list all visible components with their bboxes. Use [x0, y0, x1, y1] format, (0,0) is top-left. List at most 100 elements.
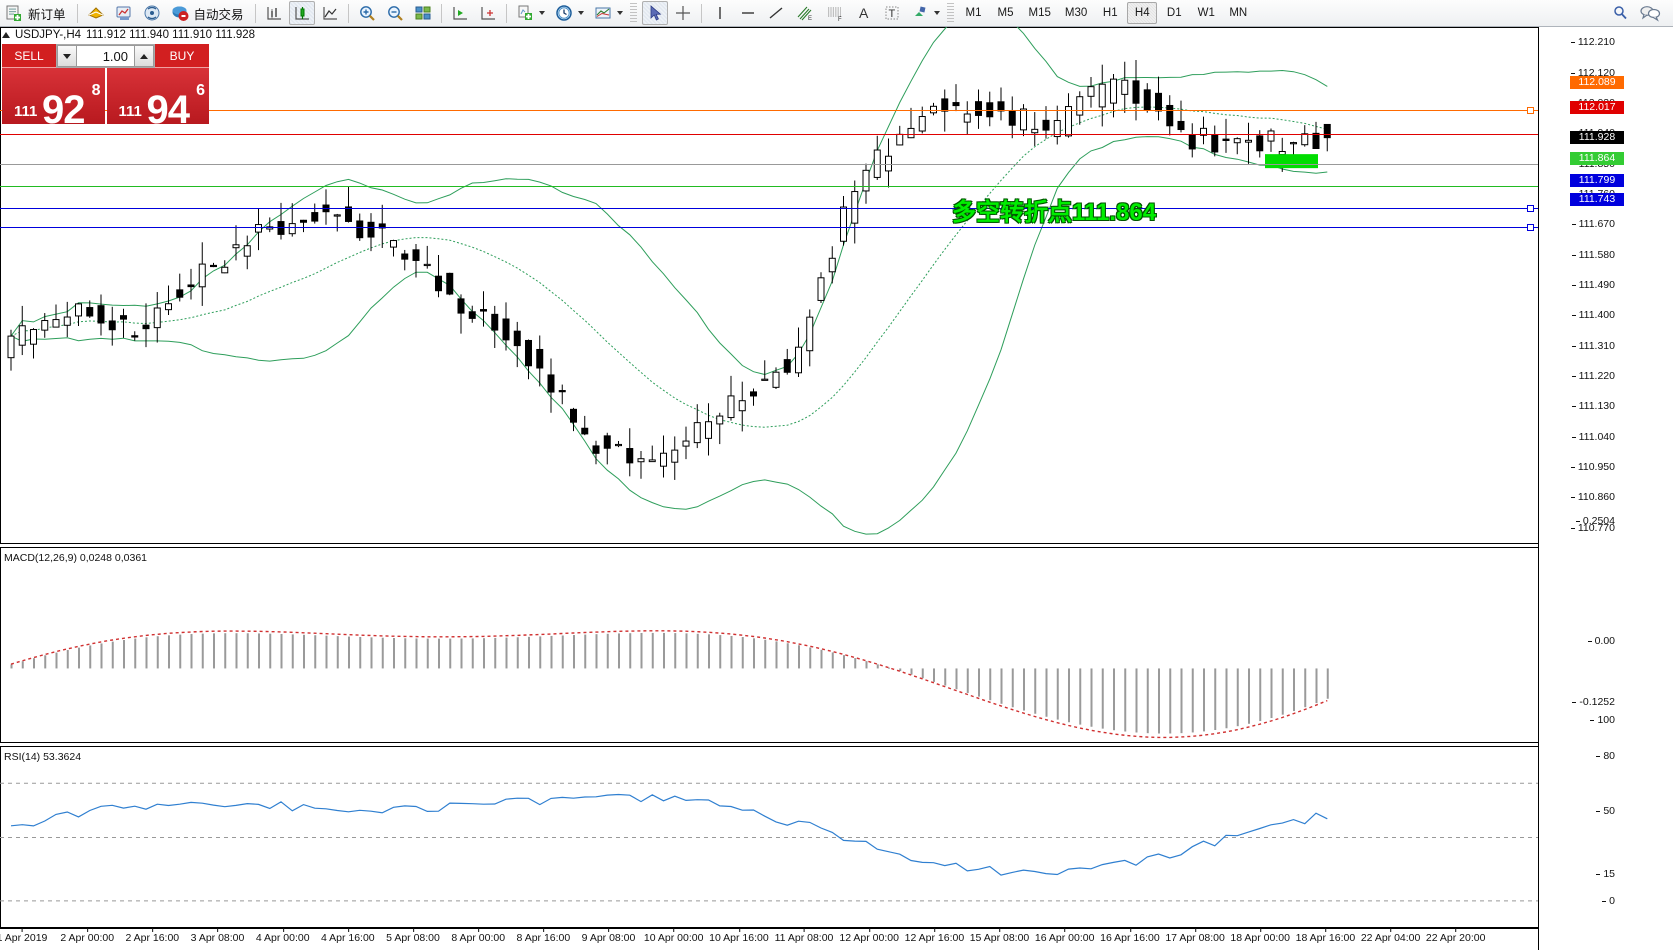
trendline-tool-button[interactable] [763, 1, 789, 25]
support-line-label-111799[interactable]: 111.799 [1570, 174, 1624, 188]
vps-icon [144, 5, 160, 21]
timeframe-h4-button[interactable]: H4 [1127, 2, 1158, 24]
rsi-tick-0: 100 [1589, 715, 1615, 726]
chart-quote-header: USDJPY-,H4 111.912 111.940 111.910 111.9… [2, 29, 255, 41]
new-chart-button[interactable] [512, 1, 549, 25]
textlabel-icon: T [885, 6, 899, 20]
buy-price-integer: 111 [118, 103, 142, 120]
navigator-icon [480, 7, 495, 20]
templates-button[interactable] [590, 1, 627, 25]
resistance-level-line[interactable] [0, 134, 1539, 136]
text-label-tool-button[interactable]: T [879, 1, 905, 25]
order-line-label-112089[interactable]: 112.089 [1570, 76, 1624, 90]
chart-annotation-text[interactable]: 多空转折点111.864 [952, 199, 1157, 226]
buy-price-fraction: 6 [196, 82, 205, 99]
timeframe-m30-button[interactable]: M30 [1064, 7, 1088, 19]
last-price-label-111928[interactable]: 111.928 [1570, 130, 1624, 144]
signals-button[interactable] [83, 1, 109, 25]
price-tick-110770: 110.770 [1570, 522, 1615, 534]
time-tick-3: 3 Apr 08:00 [190, 928, 245, 944]
period-icon [555, 5, 572, 21]
cursor-tool-button[interactable] [641, 1, 668, 25]
vps-button[interactable] [139, 1, 165, 25]
level-line-handle-1[interactable] [1527, 204, 1534, 212]
period-button[interactable] [551, 1, 588, 25]
fibonacci-icon: F [827, 7, 842, 22]
volume-stepper[interactable]: 1.00 [56, 44, 155, 68]
level-line-handle-2[interactable] [1527, 223, 1534, 231]
crosshair-tool-button[interactable] [670, 1, 696, 25]
timeframe-d1-button[interactable]: D1 [1166, 7, 1182, 19]
data-window-button[interactable] [447, 1, 473, 25]
text-tool-button[interactable]: A [851, 1, 877, 25]
support-level-line-2[interactable] [0, 226, 1539, 228]
zoom-in-button[interactable] [354, 1, 380, 25]
autotrading-button[interactable]: 自动交易 [167, 1, 250, 25]
market-button[interactable] [111, 1, 137, 25]
price-axis[interactable]: 112.210112.120112.030111.940111.850111.7… [1538, 27, 1673, 950]
toolbar-separator [700, 3, 702, 23]
support-level-line-1[interactable] [0, 207, 1539, 209]
pivot-line-label-111864[interactable]: 111.864 [1570, 152, 1624, 166]
one-click-trading-panel[interactable]: SELL 1.00 BUY 111 92 8 111 94 6 [2, 44, 209, 124]
time-tick-11: 10 Apr 16:00 [709, 928, 769, 944]
chevron-down-icon[interactable] [616, 11, 623, 15]
level-line-handle-0[interactable] [1527, 106, 1534, 114]
volume-increase-button[interactable] [134, 45, 154, 67]
volume-value[interactable]: 1.00 [77, 45, 134, 67]
timeframe-m1-button[interactable]: M1 [965, 7, 982, 19]
text-icon: A [859, 5, 869, 21]
price-tick-111220: 111.220 [1571, 371, 1615, 382]
new-chart-icon [518, 5, 532, 20]
vertical-line-tool-button[interactable] [707, 1, 733, 25]
tile-windows-button[interactable] [410, 1, 436, 25]
time-tick-14: 12 Apr 16:00 [904, 928, 965, 944]
indicators-button[interactable] [261, 1, 287, 25]
time-axis[interactable]: 1 Apr 2019 2 Apr 00:00 2 Apr 16:00 3 Apr 08… [0, 928, 1538, 950]
rsi-tick-2: 50 [1595, 805, 1615, 817]
timeframe-w1-button[interactable]: W1 [1197, 7, 1215, 19]
sell-button[interactable]: SELL [2, 44, 56, 68]
toolbar-gripper[interactable] [946, 3, 954, 23]
timeframe-m15-button[interactable]: M15 [1028, 7, 1051, 19]
new-order-button[interactable]: 新订单 [1, 1, 72, 25]
zoom-out-button[interactable] [382, 1, 408, 25]
order-level-line[interactable] [0, 109, 1539, 111]
collapse-triangle-icon[interactable] [2, 32, 10, 38]
shapes-tool-button[interactable] [907, 1, 944, 25]
fibonacci-tool-button[interactable]: F [821, 1, 849, 25]
price-tick-110860: 110.860 [1570, 492, 1615, 503]
horizontal-line-tool-button[interactable] [735, 1, 761, 25]
search-button[interactable] [1607, 1, 1633, 25]
buy-price-box[interactable]: 111 94 6 [106, 68, 209, 124]
chevron-down-icon[interactable] [933, 11, 940, 15]
time-tick-6: 5 Apr 08:00 [386, 928, 440, 944]
time-tick-7: 8 Apr 00:00 [451, 928, 506, 944]
price-panel-plot[interactable] [0, 27, 1538, 543]
resistance-line-label-112017[interactable]: 112.017 [1570, 100, 1624, 114]
sell-price-box[interactable]: 111 92 8 [2, 68, 105, 124]
support-line-label-111743[interactable]: 111.743 [1570, 193, 1624, 207]
time-tick-13: 12 Apr 00:00 [839, 928, 899, 944]
timeframe-m5-button[interactable]: M5 [997, 7, 1014, 19]
chat-button[interactable] [1635, 1, 1665, 25]
chevron-down-icon[interactable] [538, 11, 545, 15]
macd-tick-1: 0.00 [1587, 636, 1615, 647]
timeframe-h1-button[interactable]: H1 [1102, 7, 1118, 19]
cursor-icon [650, 5, 661, 21]
lines-button[interactable] [317, 1, 343, 25]
toolbar-gripper[interactable] [629, 3, 637, 23]
macd-tick-0: 0.2504 [1575, 516, 1615, 527]
volume-decrease-button[interactable] [57, 45, 77, 67]
buy-button[interactable]: BUY [155, 44, 209, 68]
timeframe-mn-button[interactable]: MN [1229, 7, 1248, 19]
chart-area[interactable]: USDJPY-,H4 111.912 111.940 111.910 111.9… [0, 27, 1673, 950]
macd-panel-plot[interactable] [0, 548, 1538, 743]
pivot-level-line[interactable] [0, 185, 1539, 187]
navigator-button[interactable] [475, 1, 501, 25]
candles-button[interactable] [288, 1, 315, 25]
rsi-panel-plot[interactable] [0, 747, 1538, 928]
chevron-down-icon[interactable] [577, 11, 584, 15]
rsi-tick-3: 15 [1595, 868, 1615, 880]
equidistant-channel-button[interactable]: E [791, 1, 819, 25]
